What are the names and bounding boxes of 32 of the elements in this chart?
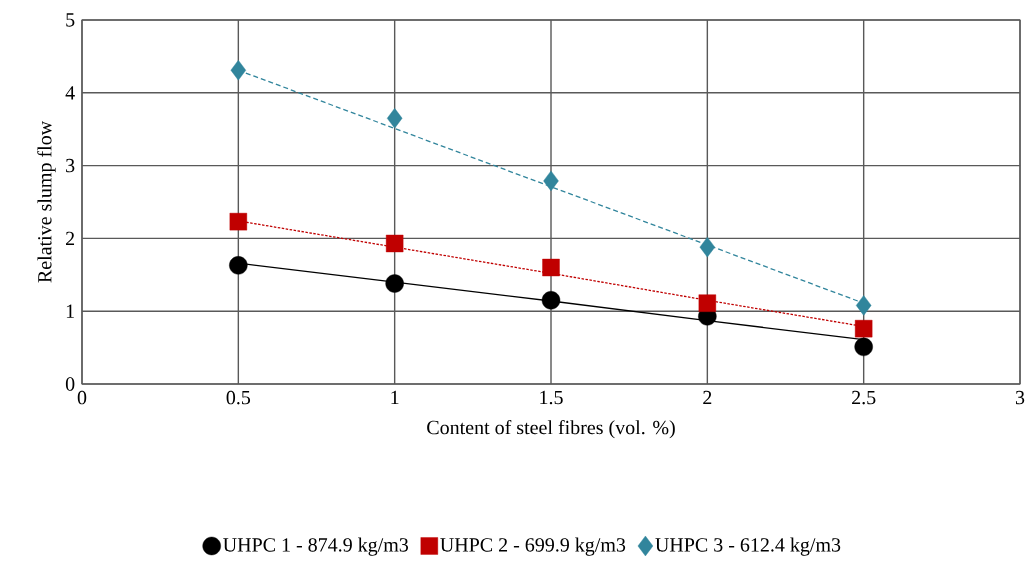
legend-label: UHPC 2 - 699.9 kg/m3 [440, 537, 626, 556]
legend-label: UHPC 1 - 874.9 kg/m3 [223, 537, 409, 556]
y-tick-label: 3 [66, 158, 75, 173]
point [386, 108, 403, 129]
x-tick-label: 2 [703, 390, 712, 405]
point [385, 234, 404, 253]
x-tick-label: 0 [77, 390, 87, 405]
point [699, 236, 716, 258]
point [229, 256, 248, 275]
point [541, 291, 561, 310]
point [855, 295, 872, 316]
y-tick-label: 0 [65, 377, 75, 391]
x-axis-title: Content of steel fibres (vol. %) [427, 419, 675, 439]
x-tick-label: 1.5 [540, 390, 563, 405]
point [229, 212, 248, 231]
y-axis-title: Relative slump flow [37, 120, 56, 283]
point [854, 337, 873, 357]
y-tick-label: 5 [66, 13, 75, 27]
point [385, 274, 404, 293]
point [854, 319, 873, 338]
y-tick-label: 1 [66, 304, 74, 318]
x-tick-label: 1 [391, 390, 399, 405]
point [543, 170, 559, 192]
point [230, 60, 247, 81]
x-tick-label: 3 [1015, 390, 1025, 405]
point [698, 294, 717, 312]
point [542, 258, 560, 277]
y-tick-label: 2 [66, 231, 75, 246]
x-tick-label: 0.5 [226, 390, 251, 405]
legend-label: UHPC 3 - 612.4 kg/m3 [655, 537, 841, 556]
x-tick-label: 2.5 [852, 390, 876, 405]
y-tick-label: 4 [65, 86, 75, 100]
